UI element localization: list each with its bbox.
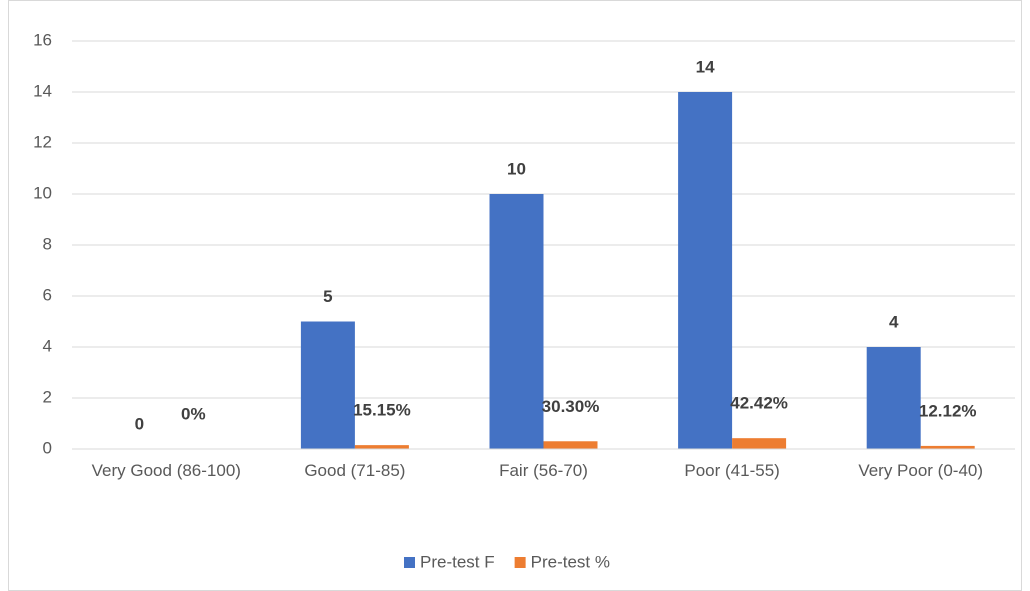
x-tick-label: Poor (41-55)	[684, 461, 780, 480]
data-label: 0%	[181, 404, 206, 423]
data-label: 10	[507, 159, 526, 178]
bar	[866, 347, 921, 449]
bar	[543, 441, 598, 449]
bar	[732, 438, 787, 449]
bar	[678, 92, 733, 449]
bar	[489, 194, 544, 449]
data-label: 30.30%	[542, 397, 600, 416]
data-label: 15.15%	[353, 401, 411, 420]
y-tick-label: 8	[43, 234, 52, 253]
bar	[354, 445, 409, 449]
y-tick-label: 12	[33, 132, 52, 151]
legend-label: Pre-test F	[420, 552, 495, 571]
y-tick-label: 6	[43, 285, 52, 304]
x-tick-label: Fair (56-70)	[499, 461, 588, 480]
data-label: 12.12%	[919, 401, 977, 420]
data-label: 4	[889, 312, 899, 331]
y-tick-label: 14	[33, 81, 52, 100]
legend-label: Pre-test %	[531, 552, 610, 571]
legend-swatch	[514, 557, 526, 568]
data-label: 42.42%	[730, 394, 788, 413]
bar	[300, 321, 355, 449]
x-tick-label: Good (71-85)	[304, 461, 406, 480]
data-label: 5	[323, 287, 332, 306]
bar	[920, 445, 975, 449]
x-tick-label: Very Good (86-100)	[91, 461, 241, 480]
legend-swatch	[404, 557, 415, 568]
y-tick-label: 10	[33, 183, 52, 202]
x-tick-label: Very Poor (0-40)	[858, 461, 984, 480]
data-label: 0	[135, 414, 144, 433]
y-tick-label: 0	[43, 438, 52, 457]
y-tick-label: 4	[43, 336, 52, 355]
y-tick-label: 2	[43, 387, 52, 406]
y-tick-label: 16	[33, 30, 52, 49]
data-label: 14	[696, 57, 715, 76]
